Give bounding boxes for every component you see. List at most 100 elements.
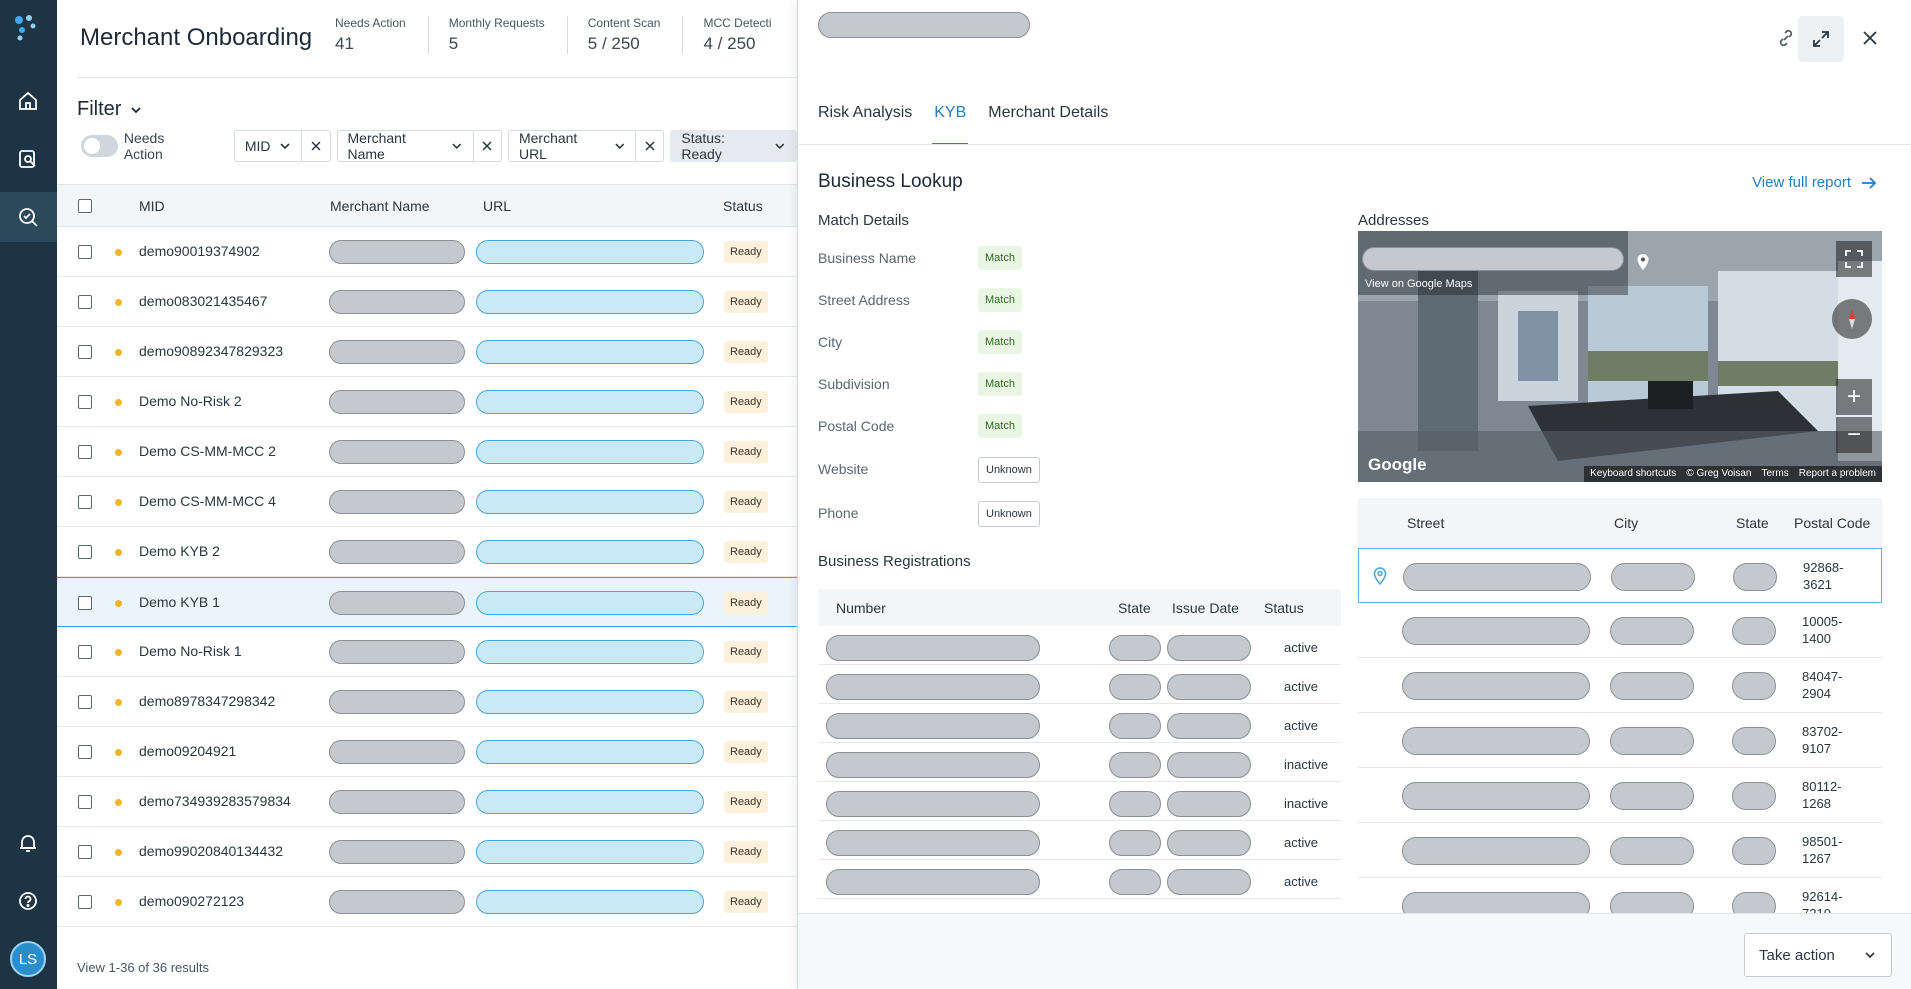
merchant-url-placeholder[interactable] [476, 390, 704, 414]
notifications-bell-icon[interactable] [14, 829, 42, 857]
filter-chip-mid-dropdown[interactable]: MID [235, 131, 302, 161]
table-row[interactable]: Demo No-Risk 1 Ready [57, 627, 797, 677]
row-checkbox[interactable] [78, 596, 92, 610]
column-header-status: Status [1264, 600, 1304, 616]
row-checkbox[interactable] [78, 745, 92, 759]
table-row[interactable]: demo8978347298342 Ready [57, 677, 797, 727]
filter-toggle[interactable]: Filter [77, 98, 143, 121]
zoom-out-icon[interactable]: − [1836, 417, 1872, 453]
merchant-url-placeholder[interactable] [476, 340, 704, 364]
tab-kyb[interactable]: KYB [932, 100, 969, 145]
take-action-dropdown[interactable]: Take action [1744, 933, 1892, 977]
filter-chip-merchant-name-dropdown[interactable]: Merchant Name [338, 130, 474, 162]
close-icon[interactable] [474, 131, 501, 161]
street-placeholder [1403, 563, 1591, 591]
merchant-detail-panel: Risk Analysis KYB Merchant Details Busin… [797, 0, 1911, 989]
merchant-url-placeholder[interactable] [476, 290, 704, 314]
keyboard-shortcuts-link[interactable]: Keyboard shortcuts [1590, 468, 1677, 479]
row-checkbox[interactable] [78, 245, 92, 259]
fullscreen-icon[interactable] [1836, 241, 1872, 277]
match-detail-row: Phone Unknown [818, 500, 1238, 527]
merchant-url-placeholder[interactable] [476, 240, 704, 264]
map-pin-icon[interactable] [1636, 253, 1650, 271]
table-row[interactable]: Demo CS-MM-MCC 2 Ready [57, 427, 797, 477]
filter-chip-status[interactable]: Status: Ready [670, 130, 797, 162]
search-scan-icon[interactable] [14, 203, 42, 231]
street-view-map[interactable]: View on Google Maps + − Google Keyboard … [1358, 231, 1882, 482]
close-icon[interactable] [1856, 24, 1884, 52]
merchant-url-placeholder[interactable] [476, 690, 704, 714]
merchant-url-placeholder[interactable] [476, 890, 704, 914]
app-logo-icon[interactable] [10, 12, 40, 42]
match-status-badge: Match [978, 288, 1022, 312]
table-row[interactable]: Demo KYB 2 Ready [57, 527, 797, 577]
match-status-badge: Match [978, 246, 1022, 270]
table-row[interactable]: demo083021435467 Ready [57, 277, 797, 327]
status-dot [115, 899, 122, 906]
close-icon[interactable] [636, 131, 663, 161]
table-row[interactable]: Demo No-Risk 2 Ready [57, 377, 797, 427]
merchant-url-placeholder[interactable] [476, 540, 704, 564]
registration-row: inactive [818, 782, 1341, 821]
tab-merchant-details[interactable]: Merchant Details [988, 104, 1109, 121]
table-row[interactable]: Demo KYB 1 Ready [57, 577, 797, 627]
row-checkbox[interactable] [78, 845, 92, 859]
merchant-url-placeholder[interactable] [476, 490, 704, 514]
row-checkbox[interactable] [78, 295, 92, 309]
merchant-url-placeholder[interactable] [476, 591, 704, 615]
merchant-url-placeholder[interactable] [476, 840, 704, 864]
column-header-mid[interactable]: MID [139, 198, 165, 214]
filter-chip-merchant-url-dropdown[interactable]: Merchant URL [509, 130, 637, 162]
merchant-mid: demo083021435467 [139, 293, 268, 309]
status-dot [115, 849, 122, 856]
table-row[interactable]: demo90892347829323 Ready [57, 327, 797, 377]
view-full-report-link[interactable]: View full report [1752, 174, 1877, 191]
address-row[interactable]: 84047-2904 [1358, 658, 1882, 713]
merchant-url-placeholder[interactable] [476, 440, 704, 464]
terms-link[interactable]: Terms [1761, 468, 1789, 479]
merchant-url-placeholder[interactable] [476, 740, 704, 764]
table-row[interactable]: demo090272123 Ready [57, 877, 797, 927]
report-problem-link[interactable]: Report a problem [1798, 468, 1876, 479]
address-row[interactable]: 92868-3621 [1358, 548, 1882, 603]
address-row[interactable]: 98501-1267 [1358, 823, 1882, 878]
home-icon[interactable] [14, 87, 42, 115]
link-icon[interactable] [1772, 24, 1800, 52]
zoom-in-icon[interactable]: + [1836, 379, 1872, 415]
document-search-icon[interactable] [14, 145, 42, 173]
expand-icon[interactable] [1798, 16, 1844, 62]
address-row[interactable]: 83702-9107 [1358, 713, 1882, 768]
column-header-status[interactable]: Status [723, 198, 763, 214]
view-on-google-maps-link[interactable]: View on Google Maps [1365, 278, 1473, 290]
address-row[interactable]: 10005-1400 [1358, 603, 1882, 658]
row-checkbox[interactable] [78, 495, 92, 509]
row-checkbox[interactable] [78, 645, 92, 659]
registration-state-placeholder [1109, 713, 1161, 739]
address-row[interactable]: 80112-1268 [1358, 768, 1882, 823]
address-row[interactable]: 92614-7210 [1358, 878, 1882, 913]
table-row[interactable]: demo99020840134432 Ready [57, 827, 797, 877]
help-icon[interactable] [14, 887, 42, 915]
needs-action-toggle[interactable] [81, 135, 118, 157]
merchant-mid: demo8978347298342 [139, 693, 276, 709]
row-checkbox[interactable] [78, 795, 92, 809]
table-row[interactable]: Demo CS-MM-MCC 4 Ready [57, 477, 797, 527]
table-row[interactable]: demo09204921 Ready [57, 727, 797, 777]
row-checkbox[interactable] [78, 395, 92, 409]
table-row[interactable]: demo734939283579834 Ready [57, 777, 797, 827]
merchant-url-placeholder[interactable] [476, 640, 704, 664]
row-checkbox[interactable] [78, 345, 92, 359]
merchant-url-placeholder[interactable] [476, 790, 704, 814]
table-row[interactable]: demo90019374902 Ready [57, 227, 797, 277]
row-checkbox[interactable] [78, 545, 92, 559]
close-icon[interactable] [302, 131, 330, 161]
column-header-url[interactable]: URL [483, 198, 512, 214]
row-checkbox[interactable] [78, 445, 92, 459]
column-header-merchant-name[interactable]: Merchant Name [330, 198, 430, 214]
row-checkbox[interactable] [78, 695, 92, 709]
select-all-checkbox[interactable] [78, 199, 92, 213]
compass-icon[interactable] [1832, 299, 1872, 339]
tab-risk-analysis[interactable]: Risk Analysis [818, 104, 913, 121]
row-checkbox[interactable] [78, 895, 92, 909]
user-avatar[interactable]: LS [10, 941, 46, 977]
